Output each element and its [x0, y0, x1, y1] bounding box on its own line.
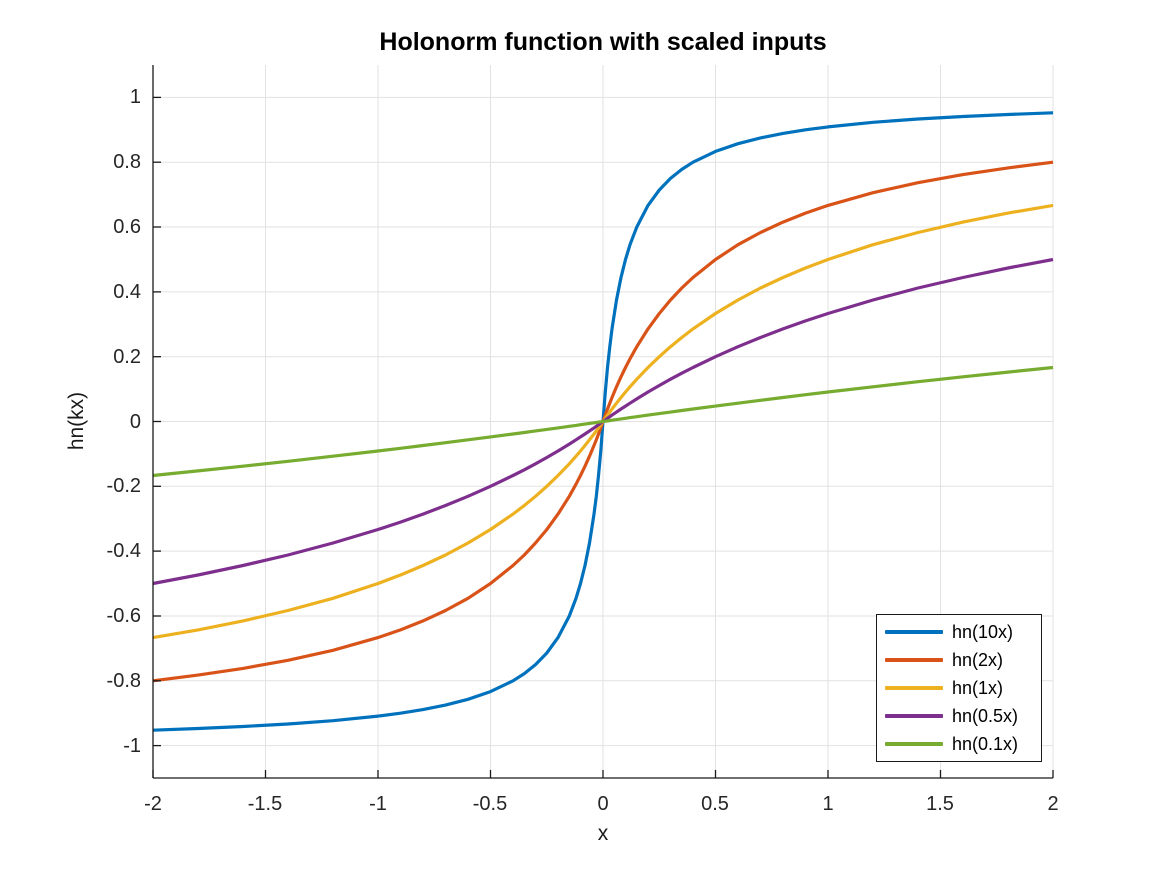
- legend-entry: hn(0.1x): [877, 731, 1041, 757]
- chart-title: Holonorm function with scaled inputs: [379, 28, 827, 56]
- y-tick-label: 0: [129, 411, 141, 433]
- legend-label: hn(2x): [952, 649, 1004, 670]
- legend-label: hn(0.1x): [952, 733, 1019, 754]
- y-tick-label: -0.8: [106, 670, 141, 692]
- legend: hn(10x) hn(2x) hn(1x) hn(0.5x) hn(0.1x): [876, 614, 1042, 762]
- y-tick-label: 0.8: [113, 151, 141, 173]
- legend-label: hn(1x): [952, 677, 1004, 698]
- legend-entry: hn(10x): [877, 619, 1041, 645]
- x-axis-label: x: [597, 822, 609, 845]
- y-tick-label: 0.6: [113, 216, 141, 238]
- legend-entry: hn(2x): [877, 647, 1041, 673]
- x-tick-label: 0: [597, 793, 609, 815]
- legend-line-sample: [885, 686, 943, 690]
- legend-line-sample: [885, 714, 943, 718]
- curves: [152, 111, 1054, 732]
- y-tick-label: -0.2: [106, 475, 141, 497]
- legend-line-sample: [885, 658, 943, 662]
- x-tick-label: 1: [822, 793, 834, 815]
- legend-label: hn(10x): [952, 621, 1014, 642]
- legend-entry: hn(0.5x): [877, 703, 1041, 729]
- legend-label: hn(0.5x): [952, 705, 1019, 726]
- y-tick-label: -1: [123, 735, 141, 757]
- x-tick-label: -0.5: [472, 793, 508, 815]
- series-curve-4: [152, 365, 1054, 478]
- y-tick-label: -0.6: [106, 605, 141, 627]
- x-tick-label: -2: [144, 793, 162, 815]
- y-tick-label: 0.2: [113, 346, 141, 368]
- x-tick-label: 2: [1047, 793, 1059, 815]
- y-tick-label: 0.4: [113, 281, 141, 303]
- legend-entry: hn(1x): [877, 675, 1041, 701]
- y-tick-label: 1: [129, 86, 141, 108]
- y-tick-label: -0.4: [106, 540, 141, 562]
- x-tick-label: 0.5: [701, 793, 729, 815]
- x-tick-label: -1.5: [247, 793, 283, 815]
- x-tick-label: 1.5: [926, 793, 954, 815]
- legend-line-sample: [885, 630, 943, 634]
- legend-line-sample: [885, 742, 943, 746]
- axes-spines: [152, 65, 1054, 779]
- x-tick-label: -1: [369, 793, 387, 815]
